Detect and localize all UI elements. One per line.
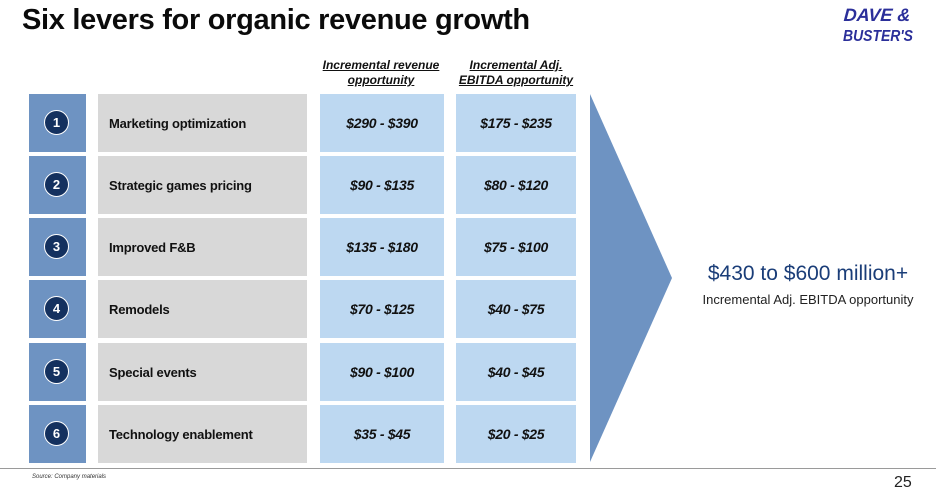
- footer-divider: [0, 468, 936, 469]
- lever-label: Remodels: [98, 280, 307, 338]
- lever-number-cell: 4: [29, 280, 86, 338]
- logo-line-2: BUSTER'S: [843, 28, 913, 45]
- column-header-incremental-revenue: Incremental revenue opportunity: [322, 58, 440, 87]
- lever-ebitda-value: $80 - $120: [456, 156, 576, 214]
- lever-number-badge: 4: [44, 296, 69, 321]
- lever-revenue-value: $70 - $125: [320, 280, 444, 338]
- lever-row: 2 Strategic games pricing $90 - $135 $80 - …: [0, 156, 600, 214]
- lever-number-badge: 5: [44, 359, 69, 384]
- dave-and-busters-logo: DAVE & BUSTER'S: [843, 5, 913, 45]
- lever-number-badge: 6: [44, 421, 69, 446]
- lever-label: Technology enablement: [98, 405, 307, 463]
- lever-ebitda-value: $75 - $100: [456, 218, 576, 276]
- lever-number-badge: 3: [44, 234, 69, 259]
- lever-number-cell: 6: [29, 405, 86, 463]
- logo-line-1: DAVE &: [843, 5, 911, 25]
- lever-revenue-value: $35 - $45: [320, 405, 444, 463]
- arrow-chevron-shape: [590, 94, 672, 462]
- lever-revenue-value: $290 - $390: [320, 94, 444, 152]
- lever-row: 5 Special events $90 - $100 $40 - $45: [0, 343, 600, 401]
- lever-row: 3 Improved F&B $135 - $180 $75 - $100: [0, 218, 600, 276]
- lever-row: 4 Remodels $70 - $125 $40 - $75: [0, 280, 600, 338]
- lever-row: 1 Marketing optimization $290 - $390 $175 -…: [0, 94, 600, 152]
- lever-number-badge: 2: [44, 172, 69, 197]
- lever-revenue-value: $135 - $180: [320, 218, 444, 276]
- lever-label: Marketing optimization: [98, 94, 307, 152]
- source-note: Source: Company materials: [32, 474, 107, 480]
- column-header-incremental-ebitda: Incremental Adj. EBITDA opportunity: [458, 58, 574, 87]
- lever-ebitda-value: $175 - $235: [456, 94, 576, 152]
- lever-ebitda-value: $20 - $25: [456, 405, 576, 463]
- lever-revenue-value: $90 - $135: [320, 156, 444, 214]
- lever-ebitda-value: $40 - $45: [456, 343, 576, 401]
- lever-label: Strategic games pricing: [98, 156, 307, 214]
- lever-number-cell: 5: [29, 343, 86, 401]
- lever-ebitda-value: $40 - $75: [456, 280, 576, 338]
- lever-number-cell: 2: [29, 156, 86, 214]
- lever-number-badge: 1: [44, 110, 69, 135]
- page-number: 25: [894, 474, 912, 491]
- lever-number-cell: 1: [29, 94, 86, 152]
- lever-label: Improved F&B: [98, 218, 307, 276]
- total-ebitda-value: $430 to $600 million+: [707, 262, 909, 285]
- lever-row: 6 Technology enablement $35 - $45 $20 - $25: [0, 405, 600, 463]
- total-ebitda-caption: Incremental Adj. EBITDA opportunity: [702, 292, 914, 307]
- lever-revenue-value: $90 - $100: [320, 343, 444, 401]
- lever-label: Special events: [98, 343, 307, 401]
- lever-number-cell: 3: [29, 218, 86, 276]
- page-title: Six levers for organic revenue growth: [22, 4, 530, 36]
